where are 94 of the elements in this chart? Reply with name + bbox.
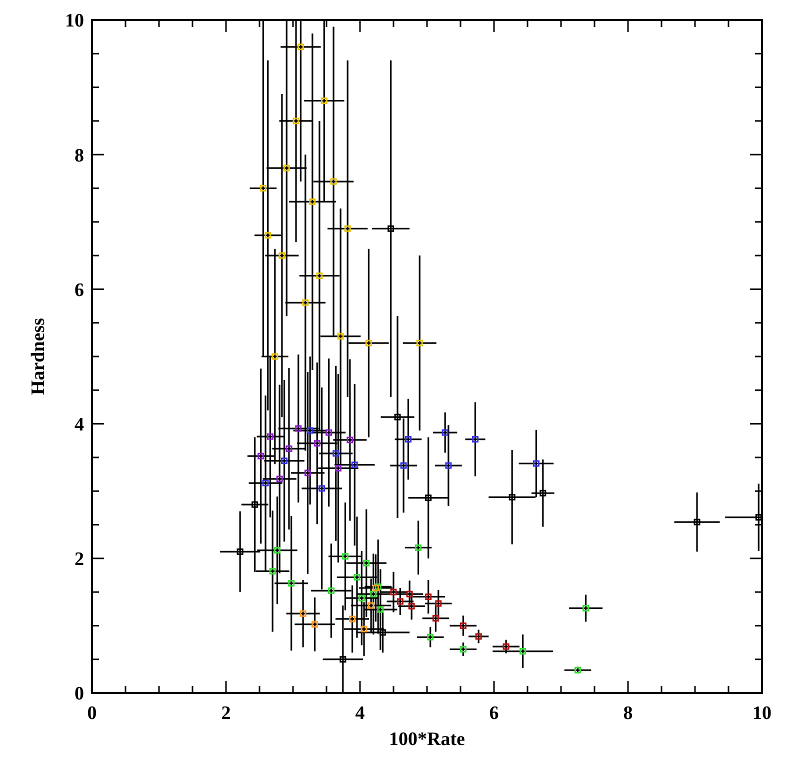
point (377, 606, 384, 613)
x-tick-label: 4 (355, 703, 366, 724)
point (269, 568, 276, 574)
point (694, 518, 700, 526)
point (262, 480, 269, 486)
point (354, 574, 360, 580)
point (390, 588, 397, 596)
point (340, 656, 346, 663)
point (406, 590, 413, 598)
point (264, 232, 272, 239)
point (532, 460, 540, 467)
point (318, 485, 326, 492)
point (297, 44, 304, 50)
x-tick-label: 6 (489, 703, 499, 724)
point (445, 462, 452, 469)
point (266, 433, 274, 440)
point (330, 178, 337, 185)
point (302, 299, 309, 306)
point (432, 615, 439, 622)
point (502, 643, 510, 650)
y-tick-label: 0 (74, 684, 84, 705)
point (442, 429, 448, 436)
point (368, 602, 374, 609)
point (332, 450, 340, 457)
point (300, 610, 306, 617)
point (374, 583, 382, 590)
point (415, 544, 422, 551)
point (312, 621, 318, 628)
point (288, 580, 295, 587)
point (408, 602, 415, 610)
point (372, 584, 379, 592)
point (425, 494, 432, 502)
point (309, 198, 316, 205)
point (344, 225, 351, 232)
point (520, 648, 526, 655)
point (351, 462, 358, 468)
point (358, 594, 365, 602)
point (435, 600, 442, 607)
point (320, 98, 328, 104)
x-tick-label: 8 (623, 703, 633, 724)
point (236, 548, 244, 555)
point (316, 272, 323, 279)
y-tick-label: 4 (74, 414, 84, 436)
point (460, 622, 466, 629)
point (258, 452, 264, 460)
point (394, 414, 401, 420)
point (346, 436, 354, 444)
point (427, 634, 434, 640)
x-tick-label: 2 (221, 703, 231, 724)
point (404, 436, 412, 443)
point (380, 629, 386, 636)
point (460, 646, 466, 653)
point (365, 340, 372, 346)
point (349, 616, 356, 622)
point (295, 425, 302, 432)
y-tick-label: 10 (65, 10, 84, 32)
point (281, 458, 288, 464)
point (278, 252, 286, 259)
point (416, 340, 423, 346)
point (283, 164, 290, 172)
point (388, 225, 394, 232)
point (328, 587, 334, 594)
y-tick-label: 8 (74, 145, 84, 166)
point (326, 429, 332, 436)
point (276, 476, 283, 482)
x-axis-title: 100*Rate (389, 729, 465, 750)
y-tick-label: 2 (74, 549, 84, 570)
point (755, 514, 762, 521)
point (306, 427, 314, 434)
point (292, 118, 300, 124)
point (360, 626, 368, 632)
point (472, 436, 478, 443)
x-tick-label: 10 (752, 703, 772, 724)
point (582, 604, 590, 612)
point (508, 494, 516, 500)
point (314, 440, 320, 447)
point (334, 464, 342, 472)
point (363, 560, 370, 566)
point (274, 547, 281, 554)
point (540, 490, 546, 496)
point (272, 353, 278, 360)
point (286, 445, 292, 452)
point (370, 590, 377, 598)
point (337, 333, 344, 340)
point (475, 633, 482, 640)
point (425, 594, 432, 600)
point (396, 598, 404, 605)
point (342, 553, 349, 560)
point (304, 470, 311, 476)
point (260, 185, 266, 192)
point (252, 501, 258, 508)
point (400, 462, 407, 469)
y-axis-title: Hardness (28, 318, 49, 396)
y-tick-label: 6 (74, 280, 84, 301)
